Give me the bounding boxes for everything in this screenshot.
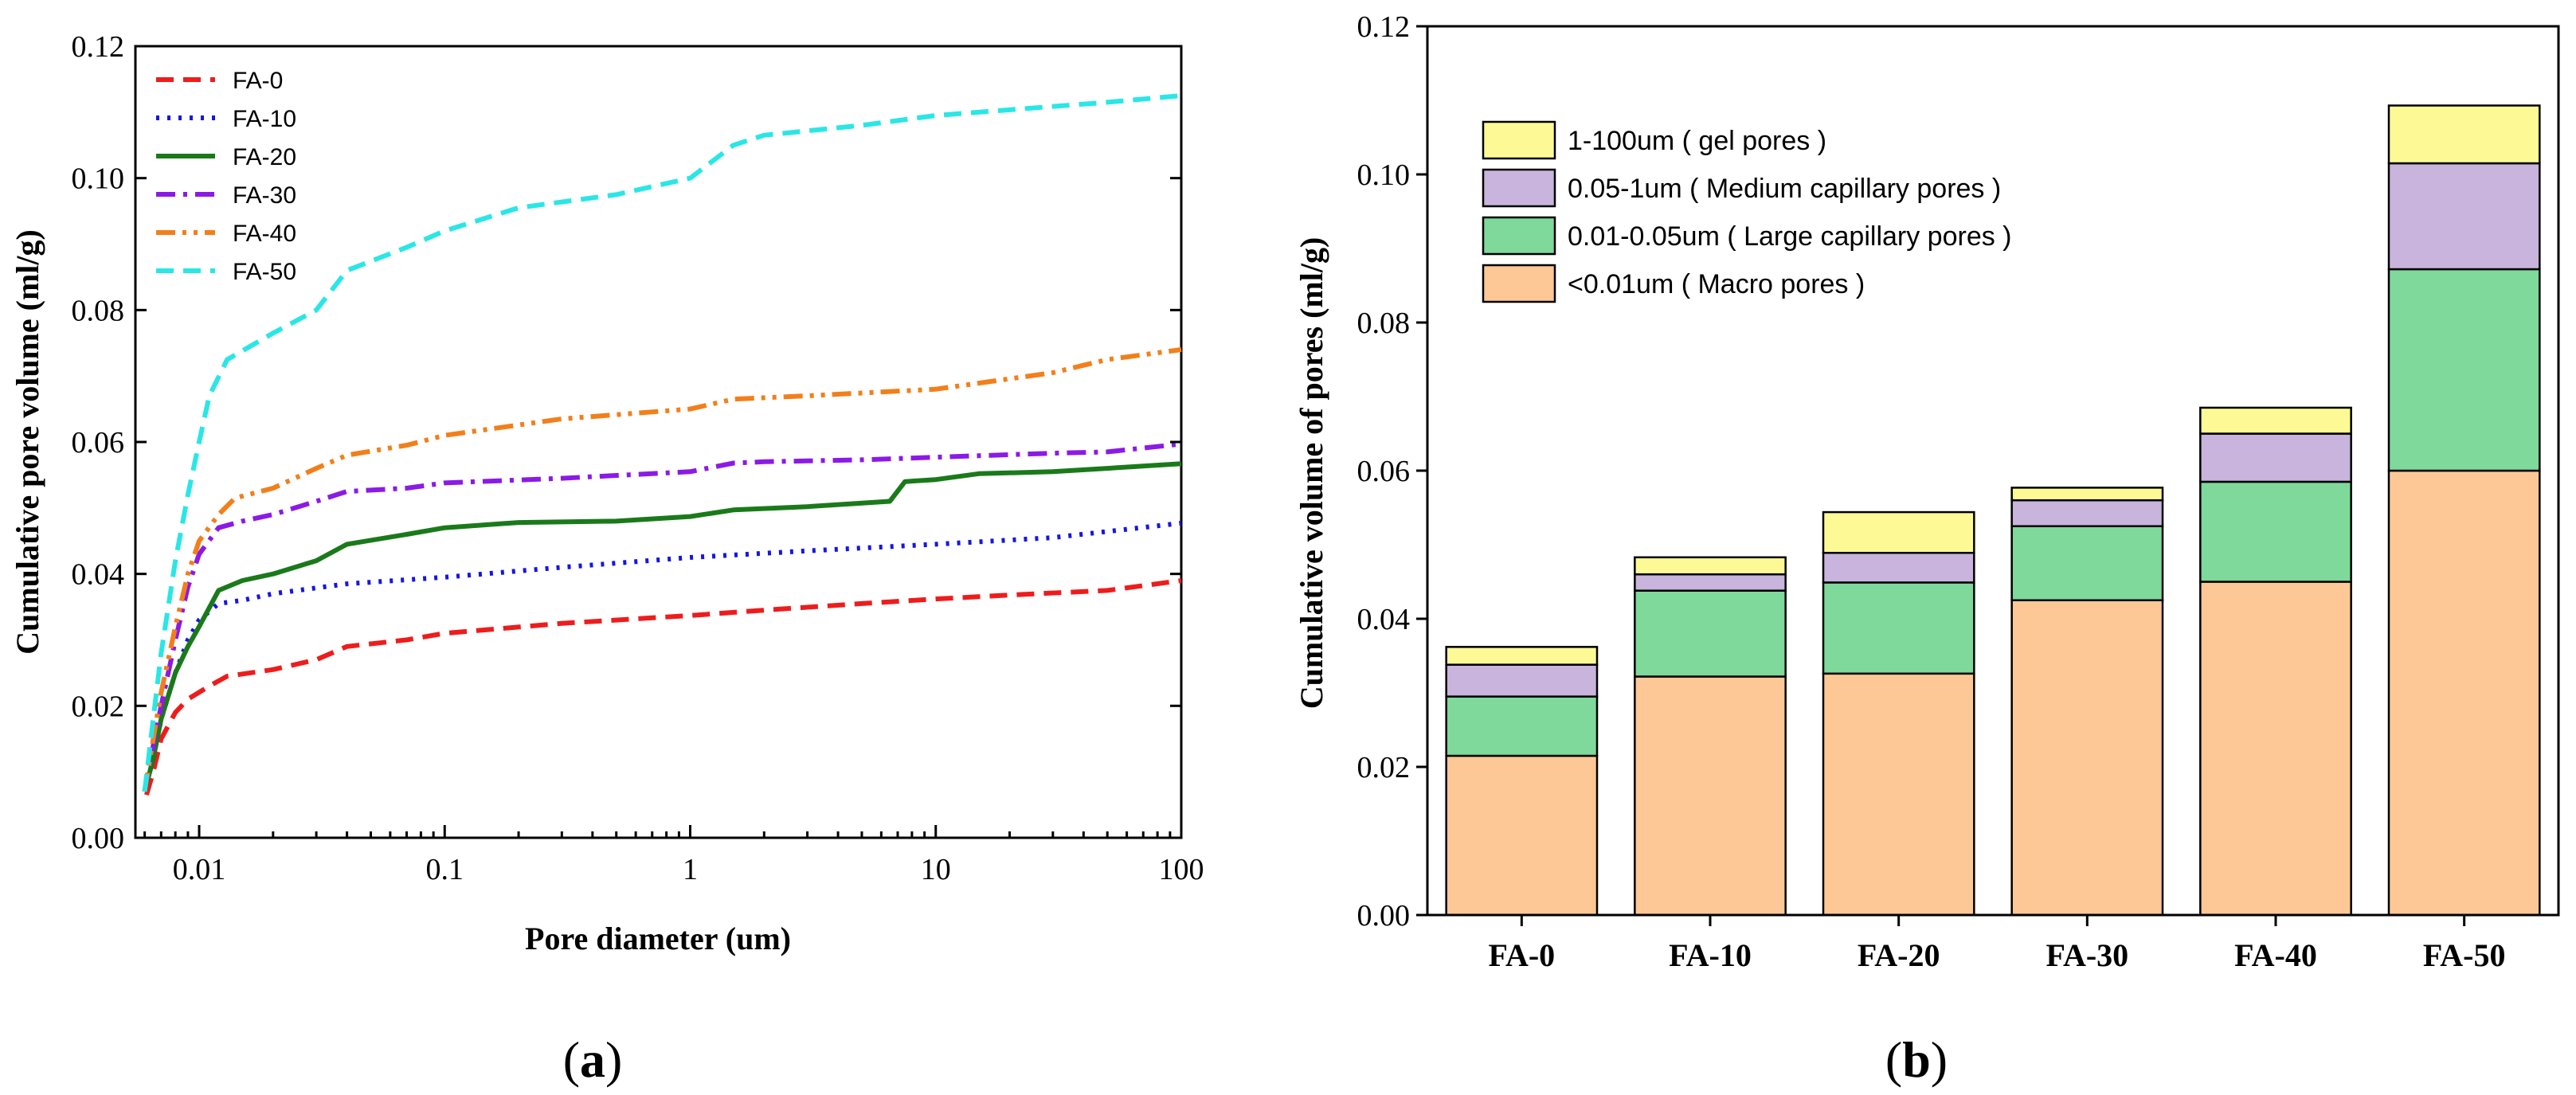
bar-segment-fa-50-0-01um-macro-pores xyxy=(2387,469,2541,917)
panel-a-y-tick-label: 0.12 xyxy=(72,30,125,64)
panel-a-label: (a) xyxy=(563,1031,623,1088)
panel-a-x-tick-label: 100 xyxy=(1159,853,1204,886)
bar-segment-fa-40-0-01-0-05um-large-capillary-pores xyxy=(2199,480,2352,583)
legend-swatch-0-01-0-05um-large-capillary-pores xyxy=(1482,216,1556,256)
series-line-fa-20 xyxy=(142,461,1182,792)
bar-segment-fa-30-0-01-0-05um-large-capillary-pores xyxy=(2010,525,2164,601)
series-line-fa-50 xyxy=(142,93,1182,792)
category-label-fa-30: FA-30 xyxy=(2046,937,2128,973)
panel-a-x-tick-label: 10 xyxy=(921,853,951,886)
panel-b-y-tick-label: 0.04 xyxy=(1357,603,1411,636)
category-label-fa-0: FA-0 xyxy=(1488,937,1555,973)
bar-segment-fa-40-0-01um-macro-pores xyxy=(2199,581,2352,917)
panel-b-y-axis: 0.00 0.02 0.04 0.06 0.08 0.10 0.12 xyxy=(1357,10,1427,933)
legend-label-fa-50: FA-50 xyxy=(233,259,296,285)
bar-segment-fa-30-0-05-1um-medium-capillary-pores xyxy=(2010,499,2164,528)
legend-label-fa-40: FA-40 xyxy=(233,221,296,247)
panel-a-line-chart: 0.00 0.02 0.04 0.06 0.08 0.10 0.12 0.01 0.1 1 10 1… xyxy=(10,30,1204,1088)
panel-b-legend: 1-100um ( gel pores ) 0.05-1um ( Medium c… xyxy=(1482,120,2012,303)
bar-segment-fa-10-0-01um-macro-pores xyxy=(1634,675,1787,917)
panel-a-x-axis: 0.01 0.1 1 10 100 xyxy=(143,825,1204,886)
panel-a-legend: FA-0 FA-10 FA-20 FA-30 FA-40 FA-50 xyxy=(156,68,296,285)
bar-segment-fa-50-0-01-0-05um-large-capillary-pores xyxy=(2387,268,2541,472)
panel-a-y-axis-title: Cumulative pore volume (ml/g) xyxy=(10,229,45,655)
legend-label-fa-20: FA-20 xyxy=(233,144,296,170)
bar-segment-fa-20-0-01-0-05um-large-capillary-pores xyxy=(1822,581,1975,675)
panel-a-x-tick-label: 1 xyxy=(683,853,698,886)
category-label-fa-10: FA-10 xyxy=(1669,937,1752,973)
bar-segment-fa-50-1-100um-gel-pores xyxy=(2387,104,2541,165)
bar-segment-fa-50-0-05-1um-medium-capillary-pores xyxy=(2387,162,2541,271)
category-label-fa-20: FA-20 xyxy=(1858,937,1940,973)
series-line-fa-30 xyxy=(142,441,1182,792)
panel-a-x-tick-label: 0.1 xyxy=(426,853,464,886)
panel-a-series-group xyxy=(142,93,1182,796)
bar-segment-fa-10-0-01-0-05um-large-capillary-pores xyxy=(1634,589,1787,678)
panel-a-x-tick-label: 0.01 xyxy=(173,853,226,886)
bar-segment-fa-40-1-100um-gel-pores xyxy=(2199,406,2352,435)
bar-segment-fa-0-0-01um-macro-pores xyxy=(1445,754,1599,917)
panel-a-x-axis-title: Pore diameter (um) xyxy=(525,921,791,956)
legend-label-fa-30: FA-30 xyxy=(233,182,296,209)
bar-segment-fa-30-1-100um-gel-pores xyxy=(2010,487,2164,502)
category-label-fa-50: FA-50 xyxy=(2423,937,2506,973)
legend-swatch-0-05-1um-medium-capillary-pores xyxy=(1482,168,1556,208)
panel-b-y-tick-label: 0.08 xyxy=(1357,307,1411,340)
panel-b-bars-group xyxy=(1445,104,2541,917)
panel-b-y-tick-label: 0.12 xyxy=(1357,10,1411,44)
legend-label-0-01-0-05um-large-capillary-pores: 0.01-0.05um ( Large capillary pores ) xyxy=(1568,221,2012,252)
panel-a-y-tick-label: 0.10 xyxy=(72,162,125,196)
legend-label-0-05-1um-medium-capillary-pores: 0.05-1um ( Medium capillary pores ) xyxy=(1568,174,2001,204)
panel-b-label: (b) xyxy=(1885,1031,1948,1088)
bar-segment-fa-0-0-05-1um-medium-capillary-pores xyxy=(1445,663,1599,698)
panel-b-y-tick-label: 0.00 xyxy=(1357,899,1411,933)
panel-a-y-axis: 0.00 0.02 0.04 0.06 0.08 0.10 0.12 xyxy=(72,30,1181,855)
bar-segment-fa-40-0-05-1um-medium-capillary-pores xyxy=(2199,432,2352,483)
panel-b-x-axis: FA-0 FA-10 FA-20 FA-30 FA-40 FA-50 xyxy=(1488,915,2506,973)
legend-swatch-0-01um-macro-pores xyxy=(1482,264,1556,303)
panel-a-y-tick-label: 0.06 xyxy=(72,426,125,460)
legend-label-1-100um-gel-pores: 1-100um ( gel pores ) xyxy=(1568,126,1826,156)
panel-b-y-tick-label: 0.10 xyxy=(1357,158,1411,192)
bar-segment-fa-20-1-100um-gel-pores xyxy=(1822,510,1975,554)
legend-label-fa-10: FA-10 xyxy=(233,106,296,132)
panel-a-y-tick-label: 0.04 xyxy=(72,558,125,592)
panel-a-y-tick-label: 0.08 xyxy=(72,294,125,327)
bar-segment-fa-10-1-100um-gel-pores xyxy=(1634,556,1787,576)
series-line-fa-40 xyxy=(142,347,1182,792)
panel-b-stacked-bar-chart: 0.000.020.040.060.080.100.12 FA-0 FA-10 FA… xyxy=(1294,10,2560,1088)
series-line-fa-0 xyxy=(144,578,1182,796)
panel-a-y-tick-label: 0.02 xyxy=(72,690,125,723)
bar-segment-fa-20-0-05-1um-medium-capillary-pores xyxy=(1822,551,1975,584)
category-label-fa-40: FA-40 xyxy=(2234,937,2317,973)
bar-segment-fa-0-1-100um-gel-pores xyxy=(1445,646,1599,666)
panel-b-y-axis-title: Cumulative volume of pores (ml/g) xyxy=(1294,237,1329,710)
panel-b-y-tick-label: 0.06 xyxy=(1357,455,1411,488)
panel-b-y-tick-label: 0.02 xyxy=(1357,751,1411,784)
bar-segment-fa-10-0-05-1um-medium-capillary-pores xyxy=(1634,573,1787,592)
legend-swatch-1-100um-gel-pores xyxy=(1482,120,1556,160)
bar-segment-fa-30-0-01um-macro-pores xyxy=(2010,599,2164,917)
bar-segment-fa-20-0-01um-macro-pores xyxy=(1822,672,1975,917)
legend-label-fa-0: FA-0 xyxy=(233,68,283,94)
panel-a-y-tick-label: 0.00 xyxy=(72,822,125,855)
legend-label-0-01um-macro-pores: <0.01um ( Macro pores ) xyxy=(1568,269,1865,299)
bar-segment-fa-0-0-01-0-05um-large-capillary-pores xyxy=(1445,695,1599,757)
